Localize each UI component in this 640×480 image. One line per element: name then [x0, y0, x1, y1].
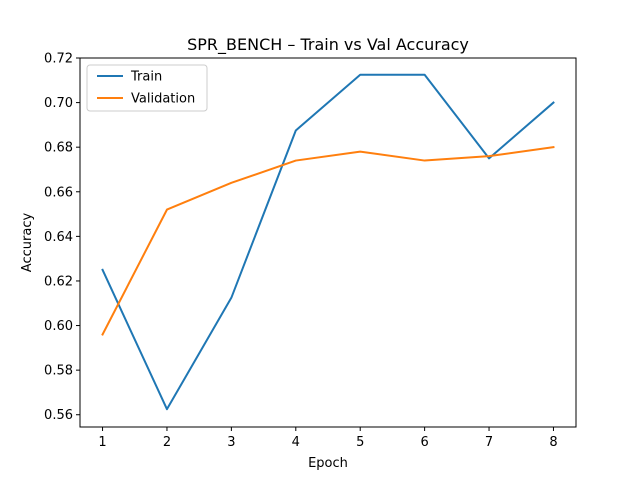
y-axis: 0.56 0.58 0.60 0.62 0.64 0.66 0.68 0.70 0.72: [44, 52, 80, 423]
legend-label-train: Train: [130, 70, 162, 85]
y-tick-label: 0.68: [44, 141, 73, 156]
y-tick-label: 0.66: [44, 185, 73, 200]
x-axis: 1 2 3 4 5 6 7 8: [98, 427, 558, 450]
x-axis-title: Epoch: [308, 456, 348, 471]
y-tick-label: 0.58: [44, 364, 73, 379]
series-line-train: [101, 73, 555, 411]
legend-label-validation: Validation: [131, 92, 195, 107]
x-tick-label: 6: [420, 435, 428, 450]
y-tick-label: 0.64: [44, 230, 73, 245]
plot-background: [80, 58, 576, 427]
series-layer: [101, 73, 555, 411]
plot-area: [79, 57, 577, 428]
x-tick-label: 5: [356, 435, 364, 450]
plot-frame: [79, 57, 577, 428]
y-tick-label: 0.70: [44, 96, 73, 111]
x-tick-label: 1: [98, 435, 106, 450]
series-line-validation: [101, 146, 555, 336]
y-tick-label: 0.72: [44, 52, 73, 67]
x-tick-label: 8: [549, 435, 557, 450]
x-tick-label: 3: [227, 435, 235, 450]
legend: Train Validation: [86, 64, 208, 112]
y-axis-title: Accuracy: [20, 213, 35, 273]
chart-title: SPR_BENCH – Train vs Val Accuracy: [187, 35, 469, 55]
x-tick-label: 7: [485, 435, 493, 450]
y-tick-label: 0.60: [44, 319, 73, 334]
x-tick-label: 4: [292, 435, 300, 450]
x-tick-label: 2: [163, 435, 171, 450]
y-tick-label: 0.56: [44, 408, 73, 423]
y-tick-label: 0.62: [44, 274, 73, 289]
